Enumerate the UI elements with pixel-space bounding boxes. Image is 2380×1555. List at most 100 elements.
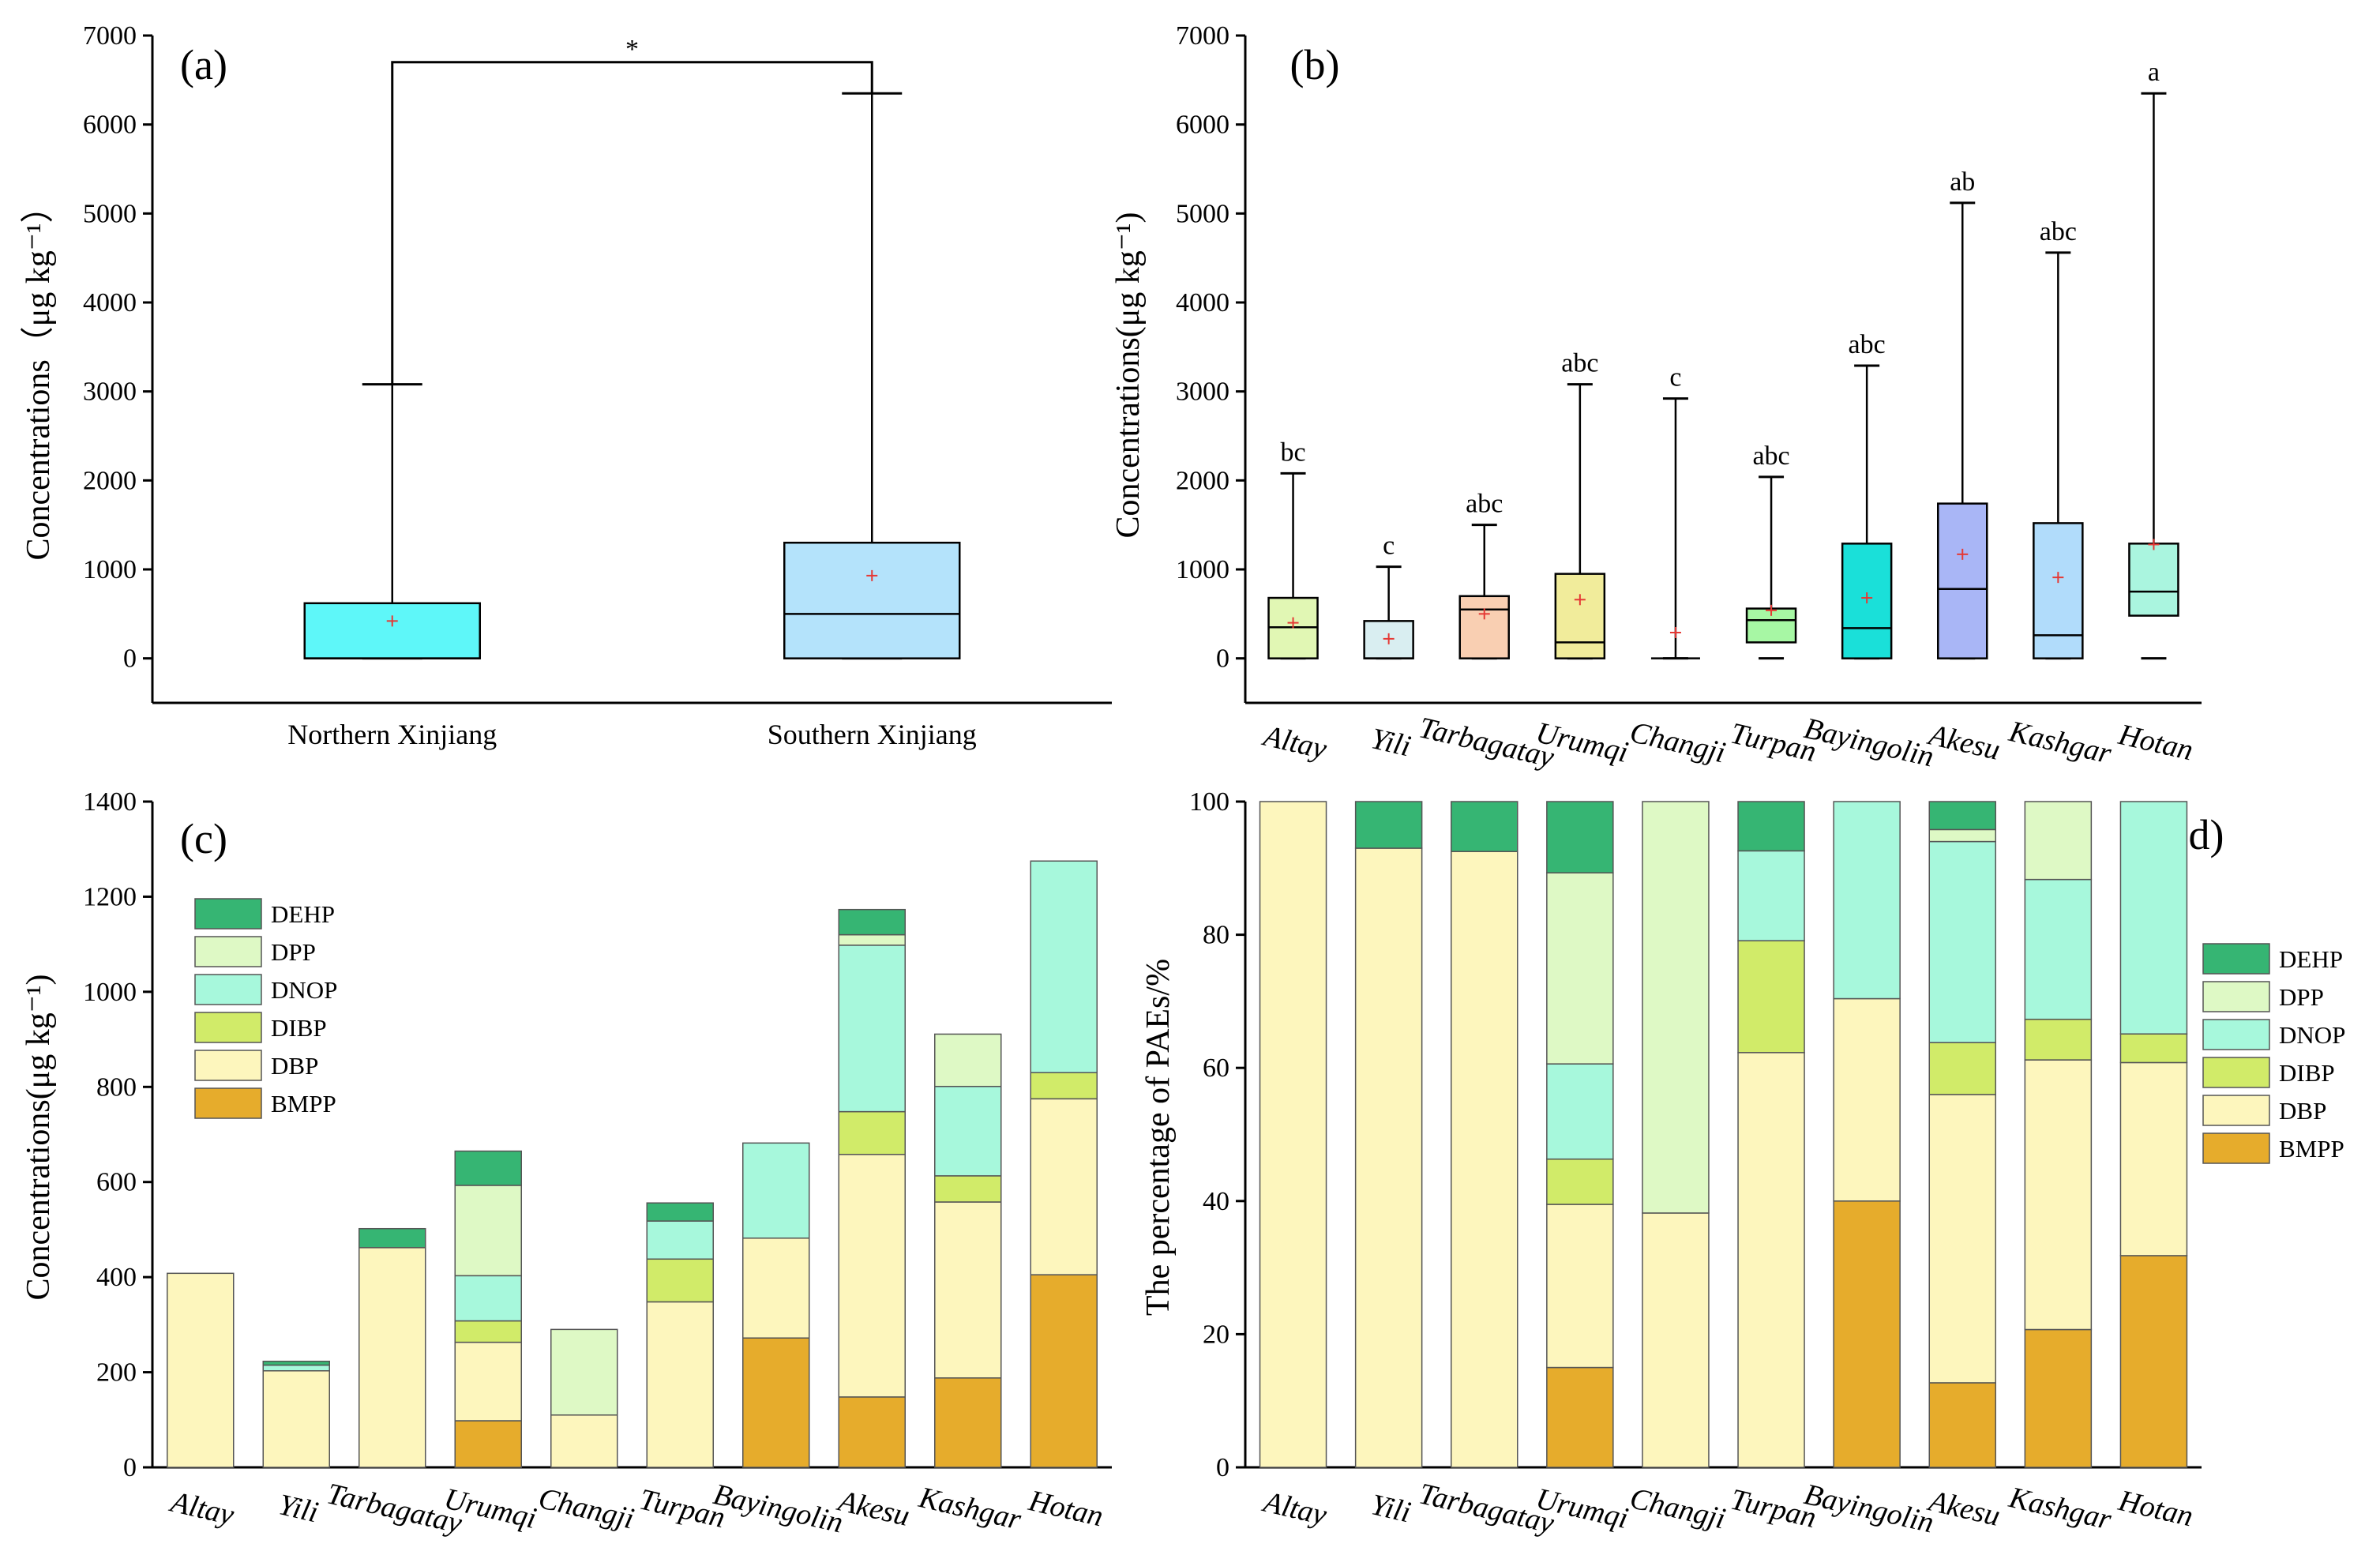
y-tick-label: 1400 [83, 787, 137, 817]
bar-segment-dbp [1259, 801, 1327, 1468]
bar-segment-dehp [1546, 801, 1614, 873]
y-tick-label: 3000 [83, 377, 137, 407]
bar-segment-dbp [1928, 1094, 1996, 1384]
significance-letter: abc [1561, 349, 1598, 378]
legend-label: DEHP [2279, 945, 2343, 973]
bar-segment-bmpp [742, 1337, 810, 1468]
legend-label: DEHP [271, 900, 335, 928]
y-axis-title: Concentrations(μg kg⁻¹) [21, 974, 57, 1300]
category-label: Altay [166, 1485, 238, 1532]
y-tick-label: 7000 [83, 21, 137, 51]
panel-label: (c) [180, 815, 227, 862]
bar-segment-dbp [359, 1247, 426, 1468]
bar-segment-bmpp [934, 1377, 1002, 1468]
bar-segment-bmpp [2119, 1255, 2188, 1468]
bar-segment-dnop [454, 1275, 522, 1322]
bar-segment-dbp [167, 1272, 235, 1468]
y-tick-label: 0 [1216, 644, 1229, 674]
box [1937, 502, 1988, 659]
bar-segment-bmpp [1030, 1274, 1098, 1468]
category-label: Changji [1627, 716, 1729, 769]
y-tick-label: 5000 [83, 199, 137, 228]
y-tick-label: 60 [1203, 1054, 1229, 1083]
category-label: Changji [535, 1482, 637, 1535]
y-tick-label: 200 [96, 1358, 137, 1388]
bar-segment-dehp [1354, 801, 1423, 849]
y-tick-label: 20 [1203, 1320, 1229, 1349]
legend-label: DIBP [2279, 1059, 2335, 1087]
bar-segment-dbp [1833, 997, 1901, 1202]
bar-segment-dehp [262, 1360, 330, 1366]
panel-label: (a) [180, 41, 227, 88]
legend-label: DPP [271, 938, 316, 966]
legend-swatch [2202, 1019, 2270, 1050]
bar-segment-dehp [1928, 801, 1996, 831]
panel-label: (b) [1290, 41, 1340, 88]
category-label: Yili [276, 1488, 321, 1529]
bar-segment-dbp [454, 1341, 522, 1422]
y-tick-label: 0 [123, 1453, 137, 1482]
y-tick-label: 4000 [1176, 288, 1229, 317]
legend-label: DPP [2279, 983, 2324, 1011]
legend-label: BMPP [2279, 1135, 2344, 1162]
bar-segment-bmpp [454, 1420, 522, 1468]
panel-1: 0 1000 2000 3000 4000 5000 6000 7000 Concentrati… [1110, 21, 2202, 774]
category-label: Bayingolin [1801, 712, 1937, 773]
bar-segment-dnop [1928, 840, 1996, 1043]
significance-bracket [391, 61, 873, 385]
category-label: Akesu [833, 1484, 913, 1533]
legend-swatch [194, 1087, 262, 1119]
panel-2: 0 200 400 600 800 1000 1200 1400 Concentrations(… [21, 787, 1112, 1540]
legend-label: DNOP [2279, 1021, 2345, 1049]
significance-letter: bc [1281, 438, 1306, 467]
category-label: Hotan [2115, 718, 2196, 768]
y-axis-title: Concentrations(μg kg⁻¹) [1110, 212, 1147, 538]
legend-swatch [194, 1012, 262, 1043]
y-tick-label: 6000 [1176, 111, 1229, 140]
bar-segment-dpp [454, 1185, 522, 1277]
y-tick-label: 2000 [83, 466, 137, 495]
bar-segment-dnop [742, 1142, 810, 1239]
significance-letter: abc [1849, 330, 1886, 359]
bar-segment-dbp [742, 1238, 810, 1339]
bar-segment-dehp [646, 1202, 714, 1222]
box [1554, 573, 1606, 659]
y-tick-label: 100 [1189, 787, 1229, 817]
bar-segment-dnop [1546, 1063, 1614, 1160]
y-tick-label: 40 [1203, 1187, 1229, 1216]
y-axis-title: Concentrations（μg kg⁻¹） [21, 190, 57, 560]
category-label: Kashgar [915, 1481, 1024, 1537]
bar-segment-dbp [1354, 847, 1423, 1468]
bar-segment-dnop [646, 1220, 714, 1260]
bar-segment-dehp [454, 1150, 522, 1186]
bar-segment-dpp [550, 1328, 618, 1416]
category-label: Altay [1259, 1485, 1331, 1532]
bar-segment-bmpp [1928, 1382, 1996, 1468]
legend-swatch [2202, 1132, 2270, 1164]
bar-segment-dpp [934, 1033, 1002, 1087]
legend-label: DBP [2279, 1097, 2326, 1125]
bar-segment-dbp [1546, 1204, 1614, 1369]
legend-swatch [194, 974, 262, 1005]
y-tick-label: 80 [1203, 921, 1229, 950]
box [1458, 595, 1510, 659]
category-label: Yili [1368, 722, 1413, 763]
y-tick-label: 0 [1216, 1453, 1229, 1482]
y-tick-label: 7000 [1176, 21, 1229, 51]
significance-letter: a [2148, 58, 2160, 87]
y-axis-title: The percentage of PAEs/% [1140, 959, 1177, 1316]
bar-segment-dnop [262, 1364, 330, 1372]
legend-label: BMPP [271, 1090, 336, 1117]
legend-swatch [2202, 1057, 2270, 1088]
bar-segment-dibp [1030, 1072, 1098, 1100]
category-label: Changji [1627, 1482, 1729, 1535]
category-label: Hotan [2115, 1484, 2196, 1534]
y-tick-label: 400 [96, 1263, 137, 1292]
bar-segment-dibp [1546, 1158, 1614, 1205]
y-tick-label: 2000 [1176, 466, 1229, 495]
bar-segment-dibp [934, 1175, 1002, 1203]
bar-segment-dbp [934, 1201, 1002, 1379]
y-tick-label: 5000 [1176, 199, 1229, 228]
y-tick-label: 0 [123, 644, 137, 674]
